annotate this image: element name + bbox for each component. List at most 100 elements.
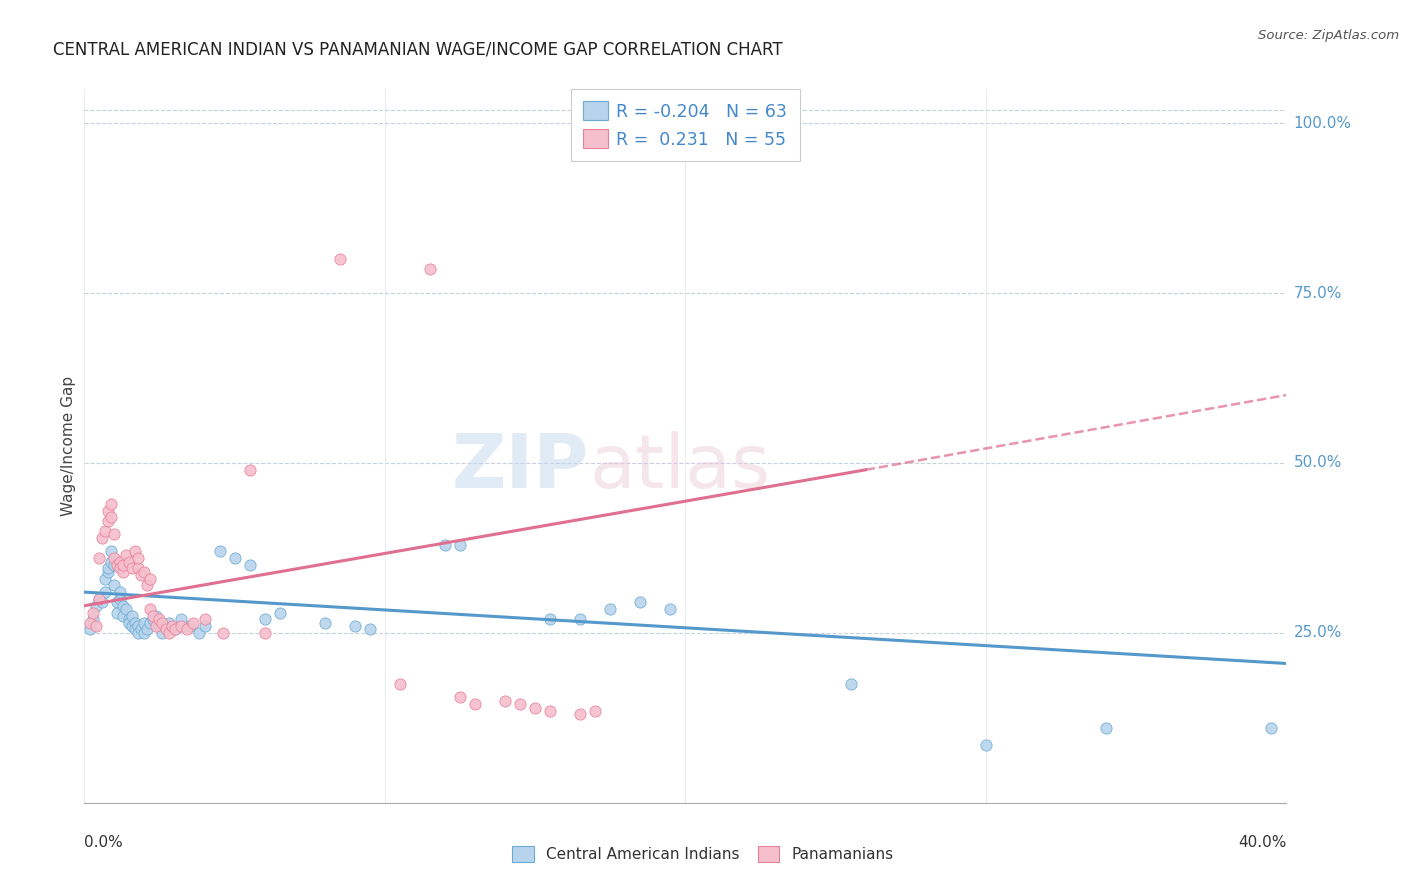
Point [110, 591, 132, 606]
Point [494, 694, 516, 708]
Point [110, 561, 132, 575]
Point [124, 615, 146, 630]
Point [538, 704, 561, 718]
Point [434, 537, 457, 551]
Point [169, 619, 191, 633]
Text: ZIP: ZIP [451, 431, 589, 504]
Point [89, 591, 111, 606]
Point [94, 572, 117, 586]
Point [155, 623, 177, 637]
Point [142, 612, 165, 626]
Point [253, 612, 276, 626]
Point [253, 626, 276, 640]
Point [359, 623, 381, 637]
Point [155, 619, 177, 633]
Point [100, 544, 122, 558]
Point [1095, 721, 1118, 735]
Point [86, 619, 108, 633]
Point [148, 619, 170, 633]
Point [82, 606, 104, 620]
Text: 100.0%: 100.0% [1294, 116, 1351, 131]
Point [107, 595, 129, 609]
Point [464, 698, 486, 712]
Point [569, 707, 592, 722]
Point [121, 608, 143, 623]
Point [179, 619, 201, 633]
Point [239, 558, 262, 572]
Point [112, 599, 135, 613]
Point [176, 623, 198, 637]
Point [163, 623, 186, 637]
Point [94, 585, 117, 599]
Point [139, 602, 162, 616]
Text: 75.0%: 75.0% [1294, 285, 1341, 301]
Point [134, 565, 156, 579]
Point [118, 555, 141, 569]
Point [82, 612, 104, 626]
Point [112, 565, 135, 579]
Point [103, 527, 125, 541]
Text: 0.0%: 0.0% [84, 836, 124, 850]
Point [211, 626, 233, 640]
Point [110, 585, 132, 599]
Point [103, 551, 125, 566]
Point [127, 626, 149, 640]
Point [139, 572, 162, 586]
Y-axis label: Wage/Income Gap: Wage/Income Gap [60, 376, 76, 516]
Point [124, 623, 146, 637]
Point [343, 619, 366, 633]
Point [97, 565, 120, 579]
Point [100, 497, 122, 511]
Point [145, 619, 167, 633]
Point [1260, 721, 1282, 735]
Point [100, 510, 122, 524]
Point [569, 612, 592, 626]
Point [509, 698, 531, 712]
Point [329, 252, 352, 266]
Point [112, 608, 135, 623]
Point [187, 626, 209, 640]
Point [89, 551, 111, 566]
Point [134, 615, 156, 630]
Point [127, 619, 149, 633]
Point [314, 615, 336, 630]
Point [194, 612, 217, 626]
Point [157, 626, 180, 640]
Point [107, 606, 129, 620]
Point [148, 612, 170, 626]
Point [142, 608, 165, 623]
Point [157, 615, 180, 630]
Point [134, 626, 156, 640]
Point [103, 578, 125, 592]
Point [115, 548, 138, 562]
Point [115, 602, 138, 616]
Point [131, 568, 153, 582]
Point [89, 591, 111, 606]
Point [118, 612, 141, 626]
Point [136, 578, 159, 592]
Point [91, 595, 114, 609]
Point [974, 738, 997, 752]
Text: 40.0%: 40.0% [1239, 836, 1286, 850]
Point [97, 514, 120, 528]
Point [538, 612, 561, 626]
Point [583, 704, 606, 718]
Point [269, 606, 291, 620]
Point [127, 561, 149, 575]
Point [839, 677, 862, 691]
Point [136, 623, 159, 637]
Point [131, 623, 153, 637]
Text: 50.0%: 50.0% [1294, 456, 1341, 470]
Point [94, 524, 117, 538]
Point [110, 555, 132, 569]
Text: atlas: atlas [589, 431, 770, 504]
Point [160, 619, 183, 633]
Text: CENTRAL AMERICAN INDIAN VS PANAMANIAN WAGE/INCOME GAP CORRELATION CHART: CENTRAL AMERICAN INDIAN VS PANAMANIAN WA… [53, 40, 783, 58]
Text: Source: ZipAtlas.com: Source: ZipAtlas.com [1258, 29, 1399, 42]
Point [139, 615, 162, 630]
Point [163, 623, 186, 637]
Text: 25.0%: 25.0% [1294, 625, 1341, 640]
Point [124, 544, 146, 558]
Point [599, 602, 621, 616]
Point [112, 558, 135, 572]
